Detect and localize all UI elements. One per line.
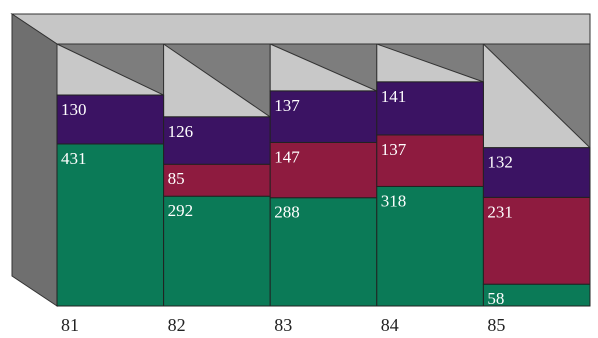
segment-labels: 431 130 292 85 126 288 147 137 318 137 141 58 231 132 <box>61 87 513 308</box>
bar-segment-81-s2 <box>56 94 165 145</box>
box-top-face <box>10 13 591 45</box>
bar-segment-84-s0 <box>376 185 484 307</box>
bar-segment-81-s0 <box>56 143 165 307</box>
data-label-83-s1: 147 <box>274 147 300 166</box>
data-label-82-s2: 126 <box>168 122 194 141</box>
data-label-83-s2: 137 <box>274 96 300 115</box>
data-label-82-s1: 85 <box>168 169 185 188</box>
category-axis: 81 82 83 84 85 <box>61 315 505 335</box>
data-label-83-s0: 288 <box>274 203 300 222</box>
bar-segment-82-s2 <box>163 116 271 165</box>
category-label-83: 83 <box>274 315 292 335</box>
data-label-84-s0: 318 <box>381 191 407 210</box>
bar-segment-82-s0 <box>163 195 271 307</box>
bar-segment-85-s1 <box>482 196 591 285</box>
category-label-81: 81 <box>61 315 79 335</box>
data-label-81-s2: 130 <box>61 100 87 119</box>
bar-segment-85-s2 <box>482 147 591 198</box>
box-left-face <box>11 13 58 307</box>
data-label-84-s2: 141 <box>381 87 407 106</box>
category-label-84: 84 <box>381 315 399 335</box>
slot-shadow-85 <box>482 43 591 149</box>
data-label-84-s1: 137 <box>381 140 407 159</box>
bar-segment-83-s0 <box>269 197 378 307</box>
data-label-82-s0: 292 <box>168 201 194 220</box>
bar-segments <box>56 81 591 307</box>
category-label-82: 82 <box>168 315 186 335</box>
data-label-85-s2: 132 <box>487 153 513 172</box>
data-label-81-s0: 431 <box>61 149 87 168</box>
data-label-85-s1: 231 <box>487 202 513 221</box>
bar-segment-84-s2 <box>376 81 484 136</box>
category-label-85: 85 <box>487 315 505 335</box>
data-label-85-s0: 58 <box>487 289 504 308</box>
